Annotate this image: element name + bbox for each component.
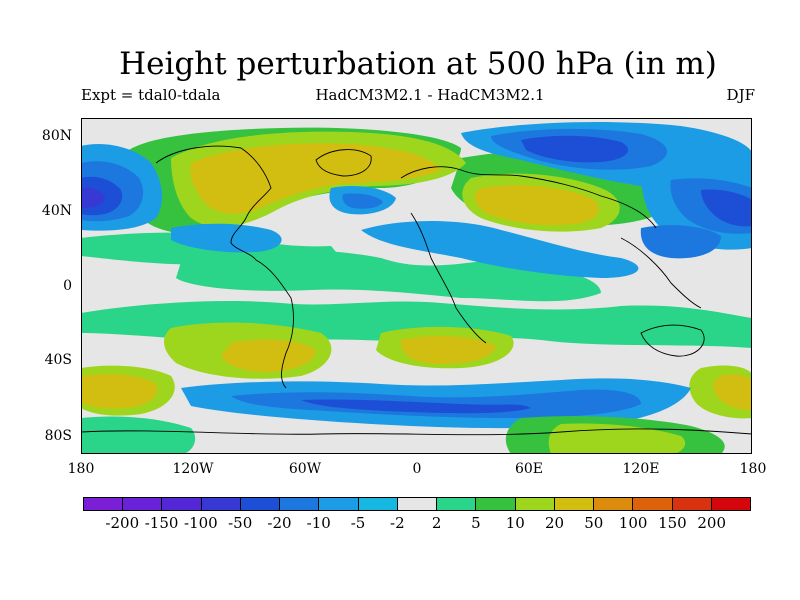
colorbar-swatch — [280, 498, 320, 510]
colorbar-label: -50 — [228, 514, 253, 532]
colorbar-label: -10 — [306, 514, 331, 532]
colorbar-label: 20 — [544, 514, 565, 532]
colorbar-swatch — [358, 498, 398, 510]
lon-tick-label: 180 — [739, 461, 767, 477]
colorbar-swatch — [515, 498, 555, 510]
colorbar-label: -150 — [144, 514, 179, 532]
lon-tick-label: 60W — [288, 461, 322, 477]
colorbar-label: 100 — [618, 514, 648, 532]
experiment-label: Expt = tdal0-tdala — [81, 86, 221, 104]
colorbar-swatch — [633, 498, 673, 510]
colorbar-swatch — [672, 498, 712, 510]
colorbar-label: -20 — [267, 514, 292, 532]
lat-tick-label: 40S — [44, 352, 72, 368]
colorbar-label: 200 — [697, 514, 727, 532]
colorbar-label: 10 — [505, 514, 525, 532]
colorbar-swatch — [162, 498, 202, 510]
chart-title: Height perturbation at 500 hPa (in m) — [119, 46, 717, 82]
lon-tick-label: 0 — [412, 461, 422, 477]
colorbar-swatch — [397, 498, 438, 510]
lat-tick-label: 80N — [41, 128, 72, 144]
model-label: HadCM3M2.1 - HadCM3M2.1 — [315, 86, 545, 104]
colorbar-swatch — [437, 498, 477, 510]
lat-tick-label: 40N — [41, 203, 72, 219]
colorbar-swatch — [201, 498, 241, 510]
season-label: DJF — [726, 86, 755, 104]
lon-tick-label: 180 — [67, 461, 95, 477]
colorbar-swatch — [476, 498, 516, 510]
colorbar-label: -2 — [390, 514, 405, 532]
colorbar-label: -200 — [105, 514, 140, 532]
lat-tick-label: 80S — [44, 428, 72, 444]
colorbar-label: 150 — [658, 514, 687, 532]
height-perturbation-map — [81, 118, 752, 454]
colorbar-swatch — [240, 498, 281, 510]
colorbar-swatch — [554, 498, 595, 510]
colorbar-label: -5 — [350, 514, 366, 532]
colorbar-swatch — [123, 498, 163, 510]
colorbar-swatch — [594, 498, 634, 510]
colorbar-swatch — [711, 498, 750, 510]
colorbar-label: 5 — [471, 514, 481, 532]
lon-tick-label: 60E — [514, 461, 544, 477]
colorbar-label: -100 — [184, 514, 218, 532]
lat-tick-label: 0 — [63, 278, 72, 294]
colorbar-swatch — [319, 498, 359, 510]
colorbar-label: 50 — [584, 514, 604, 532]
colorbar-label: 2 — [431, 514, 442, 532]
colorbar-swatch — [84, 498, 124, 510]
lon-tick-label: 120W — [172, 461, 214, 477]
lon-tick-label: 120E — [622, 461, 660, 477]
colorbar — [83, 497, 751, 511]
